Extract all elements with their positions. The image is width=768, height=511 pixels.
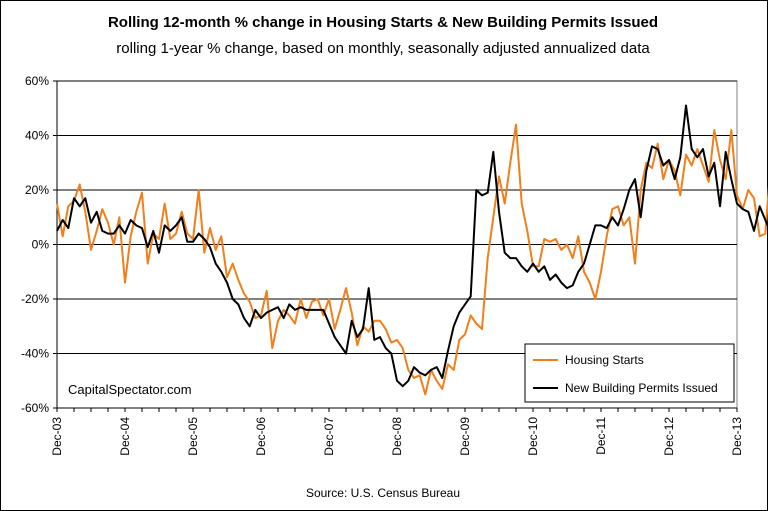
series-line-building-permits — [56, 104, 768, 388]
x-tick-label: Dec-11 — [594, 417, 608, 455]
chart-subtitle: rolling 1-year % change, based on monthl… — [116, 40, 650, 57]
x-tick-label: Dec-03 — [50, 417, 64, 456]
y-tick-label: 60% — [25, 74, 49, 88]
x-tick-label: Dec-06 — [254, 417, 268, 456]
x-tick-label: Dec-09 — [458, 417, 472, 456]
x-tick-label: Dec-13 — [730, 417, 744, 456]
legend-box — [524, 343, 735, 403]
x-tick-label: Dec-05 — [186, 417, 200, 456]
source-note: Source: U.S. Census Bureau — [305, 486, 461, 500]
y-tick-label: -20% — [21, 292, 49, 306]
y-tick-label: 40% — [25, 129, 49, 143]
legend-label: New Building Permits Issued — [565, 381, 718, 395]
x-tick-label: Dec-04 — [118, 417, 132, 456]
y-tick-label: -60% — [21, 401, 49, 415]
legend-label: Housing Starts — [565, 353, 644, 367]
x-tick-label: Dec-10 — [526, 417, 540, 456]
x-tick-label: Dec-12 — [662, 417, 676, 456]
y-tick-label: 0% — [32, 238, 50, 252]
chart-title: Rolling 12-month % change in Housing Sta… — [107, 14, 659, 31]
legend: Housing Starts New Building Permits Issue… — [524, 343, 735, 403]
x-tick-label: Dec-08 — [390, 417, 404, 456]
y-tick-label: 20% — [25, 183, 49, 197]
x-tick-label: Dec-07 — [322, 417, 336, 456]
watermark: CapitalSpectator.com — [68, 382, 192, 397]
y-tick-label: -40% — [21, 347, 49, 361]
